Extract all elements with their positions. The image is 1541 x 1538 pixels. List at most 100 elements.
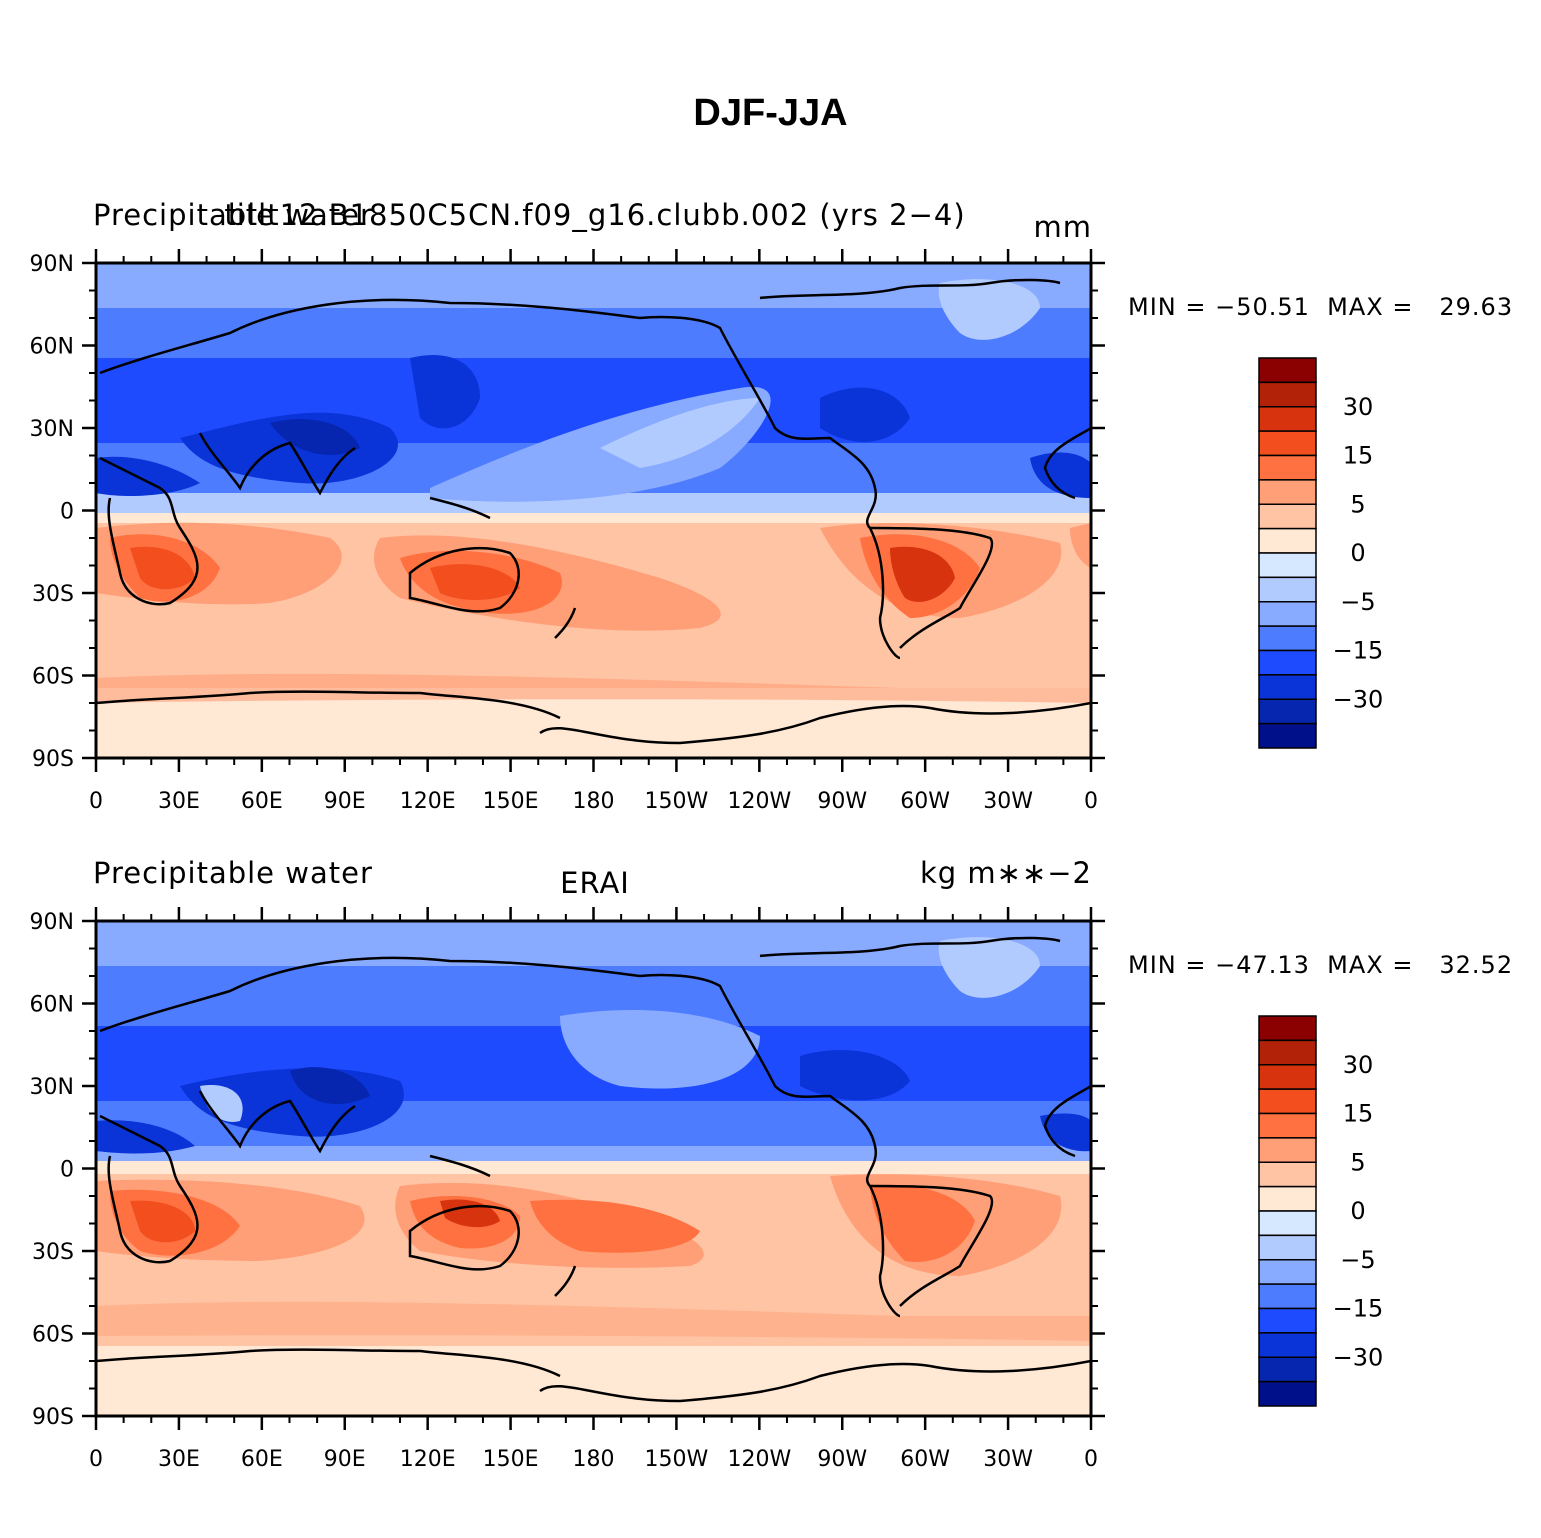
colorbar-swatch [1258,357,1317,384]
colorbar-swatch [1258,1064,1317,1090]
x-tick-label: 90W [817,1447,867,1472]
filled-contours [96,263,1091,758]
colorbar-swatch [1258,649,1317,676]
x-tick-label: 150W [645,1447,709,1472]
map-plot: 0 30E 60E 90E 120E 150E 180 150W 120W 90W 60W 30W 0 … [30,907,1384,1472]
coastlines [96,278,1091,745]
colorbar-swatch [1258,625,1317,652]
colorbar: 30 15 5 0 −5 −15 −30 [1258,1015,1384,1407]
minmax-readout: MIN = −50.51 MAX = 29.63 [1128,293,1513,321]
max-label: 32.52 [1439,951,1514,979]
y-axis: 90N 60N 30N 0 30S 60S 90S [30,252,1105,772]
colorbar-label: −30 [1333,685,1384,713]
x-tick-label: 0 [1084,1447,1098,1472]
panel-left-title: Precipitable water [93,856,373,890]
x-tick-label: 180 [573,1447,615,1472]
colorbar-label: 30 [1343,1051,1374,1079]
colorbar-swatch [1258,454,1317,481]
x-tick-label: 30W [983,1447,1033,1472]
colorbar-swatch [1258,1356,1317,1383]
y-tick-label: 60N [30,993,74,1018]
panel-left-title: Precipitable water [93,198,373,232]
colorbar-swatch [1258,430,1317,457]
y-axis: 90N 60N 30N 0 30S 60S 90S [30,910,1105,1430]
x-tick-label: 90E [324,1447,366,1472]
colorbar-label: −5 [1340,588,1375,616]
x-axis: 0 30E 60E 90E 120E 150E 180 150W 120W 90W 60W 30W 0 [89,907,1098,1472]
y-tick-label: 90N [30,252,74,277]
panel-obs: Precipitable water ERAI kg m∗∗−2 MIN = −… [0,856,1541,1496]
colorbar-swatch [1258,527,1317,554]
colorbar-swatch [1258,381,1317,408]
x-tick-label: 30W [983,789,1033,814]
x-tick-label: 0 [89,1447,103,1472]
x-tick-label: 30E [158,1447,200,1472]
x-tick-label: 60W [900,1447,950,1472]
y-tick-label: 0 [60,1158,74,1183]
minmax-readout: MIN = −47.13 MAX = 32.52 [1128,951,1513,979]
colorbar-swatch [1258,1161,1317,1188]
y-tick-label: 60S [32,665,74,690]
colorbar-label: 30 [1343,393,1374,421]
figure-title: DJF-JJA [693,92,848,134]
colorbar-swatch [1258,1307,1317,1334]
colorbar-swatch [1258,552,1317,579]
y-tick-label: 90S [32,1405,74,1430]
colorbar-label: 0 [1350,1197,1365,1225]
x-tick-label: 150W [645,789,709,814]
x-tick-label: 0 [1084,789,1098,814]
colorbar-swatch [1258,674,1317,700]
colorbar-swatch [1258,1039,1317,1066]
x-tick-label: 60W [900,789,950,814]
colorbar-label: 15 [1343,442,1374,470]
colorbar-swatch [1258,601,1317,627]
x-tick-label: 150E [483,789,539,814]
x-tick-label: 120W [727,789,791,814]
colorbar-swatch [1258,1210,1317,1237]
colorbar-swatch [1258,1137,1317,1163]
colorbar-label: 5 [1350,490,1365,518]
map-plot: 0 30E 60E 90E 120E 150E 180 150W 120W 90W 60W 30W 0 … [30,249,1384,814]
colorbar-swatch [1258,406,1317,432]
y-tick-label: 60N [30,335,74,360]
coastlines [96,936,1091,1403]
colorbar-swatch [1258,503,1317,530]
x-tick-label: 60E [241,1447,283,1472]
y-tick-label: 60S [32,1323,74,1348]
min-label: MIN = −50.51 MAX = [1128,293,1414,321]
y-tick-label: 30S [32,1240,74,1265]
y-tick-label: 30N [30,417,74,442]
colorbar-label: −15 [1333,1295,1384,1323]
panel-center-title: titlt12.B1850C5CN.f09_g16.clubb.002 (yrs… [224,198,966,232]
min-label: MIN = −47.13 MAX = [1128,951,1414,979]
max-label: 29.63 [1439,293,1514,321]
colorbar-swatch [1258,1112,1317,1139]
y-tick-label: 30N [30,1075,74,1100]
x-axis: 0 30E 60E 90E 120E 150E 180 150W 120W 90W 60W 30W 0 [89,249,1098,814]
y-tick-label: 30S [32,582,74,607]
colorbar-swatch [1258,576,1317,603]
panel-model: Precipitable water titlt12.B1850C5CN.f09… [0,198,1541,838]
colorbar-label: −5 [1340,1246,1375,1274]
x-tick-label: 120W [727,1447,791,1472]
colorbar-label: −30 [1333,1343,1384,1371]
colorbar-swatch [1258,479,1317,505]
x-tick-label: 180 [573,789,615,814]
x-tick-label: 90W [817,789,867,814]
colorbar-swatch [1258,1380,1317,1407]
colorbar-swatch [1258,1088,1317,1115]
x-tick-label: 30E [158,789,200,814]
filled-contours [96,921,1091,1416]
y-tick-label: 90N [30,910,74,935]
x-tick-label: 120E [400,789,456,814]
panel-units: mm [1033,210,1092,244]
colorbar-label: −15 [1333,637,1384,665]
colorbar-label: 5 [1350,1148,1365,1176]
colorbar-swatch [1258,1234,1317,1261]
panel-units: kg m∗∗−2 [919,856,1092,890]
x-tick-label: 60E [241,789,283,814]
x-tick-label: 90E [324,789,366,814]
x-tick-label: 150E [483,1447,539,1472]
x-tick-label: 0 [89,789,103,814]
colorbar-swatch [1258,1015,1317,1042]
